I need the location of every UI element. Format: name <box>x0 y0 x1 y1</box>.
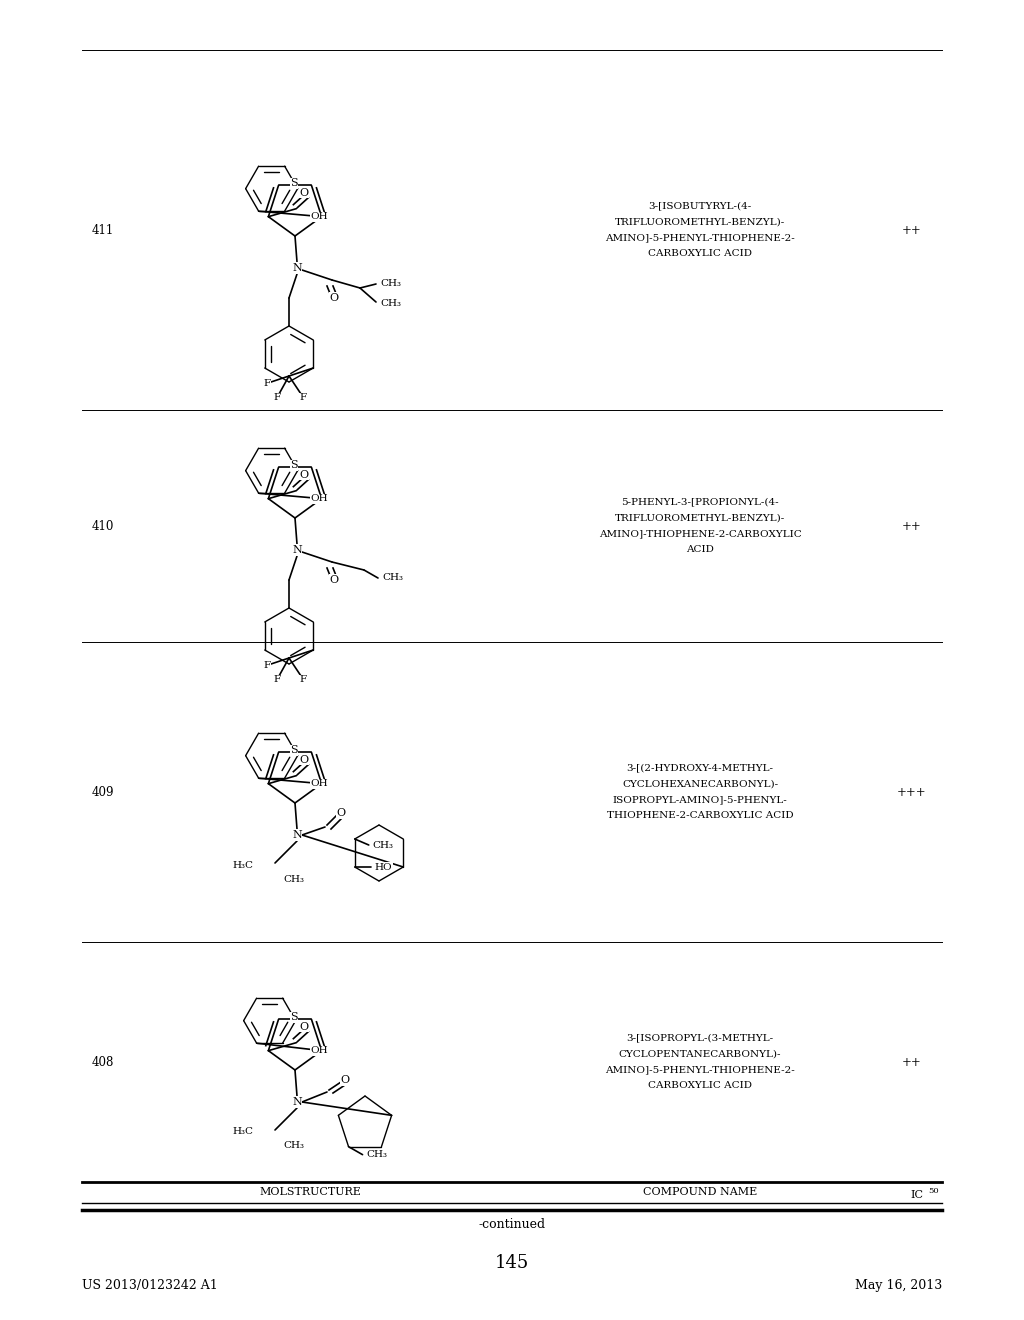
Text: ++: ++ <box>902 1056 922 1068</box>
Text: ++: ++ <box>902 520 922 532</box>
Text: THIOPHENE-2-CARBOXYLIC ACID: THIOPHENE-2-CARBOXYLIC ACID <box>606 812 794 821</box>
Text: S: S <box>290 746 298 755</box>
Text: CARBOXYLIC ACID: CARBOXYLIC ACID <box>648 1081 752 1090</box>
Text: S: S <box>290 461 298 470</box>
Text: F: F <box>273 676 281 685</box>
Text: CYCLOPENTANECARBONYL)-: CYCLOPENTANECARBONYL)- <box>618 1049 781 1059</box>
Text: O: O <box>300 470 309 479</box>
Text: O: O <box>337 808 345 818</box>
Text: 50: 50 <box>928 1187 939 1195</box>
Text: F: F <box>273 393 281 403</box>
Text: F: F <box>299 676 306 685</box>
Text: TRIFLUOROMETHYL-BENZYL)-: TRIFLUOROMETHYL-BENZYL)- <box>614 513 785 523</box>
Text: CH₃: CH₃ <box>283 1142 304 1151</box>
Text: O: O <box>300 187 309 198</box>
Text: May 16, 2013: May 16, 2013 <box>855 1279 942 1291</box>
Text: 5-PHENYL-3-[PROPIONYL-(4-: 5-PHENYL-3-[PROPIONYL-(4- <box>622 498 779 507</box>
Text: H₃C: H₃C <box>232 1127 253 1137</box>
Text: US 2013/0123242 A1: US 2013/0123242 A1 <box>82 1279 218 1291</box>
Text: N: N <box>292 263 302 273</box>
Text: O: O <box>300 755 309 764</box>
Text: OH: OH <box>310 213 328 222</box>
Text: 409: 409 <box>92 785 115 799</box>
Text: CYCLOHEXANECARBONYL)-: CYCLOHEXANECARBONYL)- <box>622 780 778 788</box>
Text: 3-[ISOPROPYL-(3-METHYL-: 3-[ISOPROPYL-(3-METHYL- <box>627 1034 773 1043</box>
Text: CH₃: CH₃ <box>373 841 394 850</box>
Text: F: F <box>263 380 270 388</box>
Text: S: S <box>290 1012 298 1023</box>
Text: TRIFLUOROMETHYL-BENZYL)-: TRIFLUOROMETHYL-BENZYL)- <box>614 218 785 227</box>
Text: HO: HO <box>375 862 392 871</box>
Text: +++: +++ <box>897 785 927 799</box>
Text: OH: OH <box>310 1047 328 1055</box>
Text: 145: 145 <box>495 1254 529 1272</box>
Text: AMINO]-5-PHENYL-THIOPHENE-2-: AMINO]-5-PHENYL-THIOPHENE-2- <box>605 234 795 243</box>
Text: F: F <box>299 393 306 403</box>
Text: N: N <box>292 545 302 554</box>
Text: 410: 410 <box>92 520 115 532</box>
Text: CH₃: CH₃ <box>283 874 304 883</box>
Text: AMINO]-THIOPHENE-2-CARBOXYLIC: AMINO]-THIOPHENE-2-CARBOXYLIC <box>599 529 802 539</box>
Text: 408: 408 <box>92 1056 115 1068</box>
Text: CH₃: CH₃ <box>380 280 401 289</box>
Text: CH₃: CH₃ <box>380 300 401 309</box>
Text: ++: ++ <box>902 223 922 236</box>
Text: O: O <box>340 1074 349 1085</box>
Text: -continued: -continued <box>478 1218 546 1232</box>
Text: H₃C: H₃C <box>232 861 253 870</box>
Text: OH: OH <box>310 494 328 503</box>
Text: 411: 411 <box>92 223 115 236</box>
Text: CH₃: CH₃ <box>382 573 403 582</box>
Text: S: S <box>290 178 298 189</box>
Text: F: F <box>263 661 270 671</box>
Text: IC: IC <box>910 1191 923 1200</box>
Text: ACID: ACID <box>686 545 714 554</box>
Text: AMINO]-5-PHENYL-THIOPHENE-2-: AMINO]-5-PHENYL-THIOPHENE-2- <box>605 1065 795 1074</box>
Text: O: O <box>330 576 339 585</box>
Text: 3-[(2-HYDROXY-4-METHYL-: 3-[(2-HYDROXY-4-METHYL- <box>627 763 773 772</box>
Text: OH: OH <box>310 779 328 788</box>
Text: N: N <box>292 1097 302 1107</box>
Text: CARBOXYLIC ACID: CARBOXYLIC ACID <box>648 249 752 259</box>
Text: MOLSTRUCTURE: MOLSTRUCTURE <box>259 1187 360 1197</box>
Text: ISOPROPYL-AMINO]-5-PHENYL-: ISOPROPYL-AMINO]-5-PHENYL- <box>612 796 787 804</box>
Text: 3-[ISOBUTYRYL-(4-: 3-[ISOBUTYRYL-(4- <box>648 202 752 210</box>
Text: COMPOUND NAME: COMPOUND NAME <box>643 1187 757 1197</box>
Text: O: O <box>300 1022 309 1032</box>
Text: O: O <box>330 293 339 304</box>
Text: CH₃: CH₃ <box>367 1150 387 1159</box>
Text: N: N <box>292 830 302 840</box>
